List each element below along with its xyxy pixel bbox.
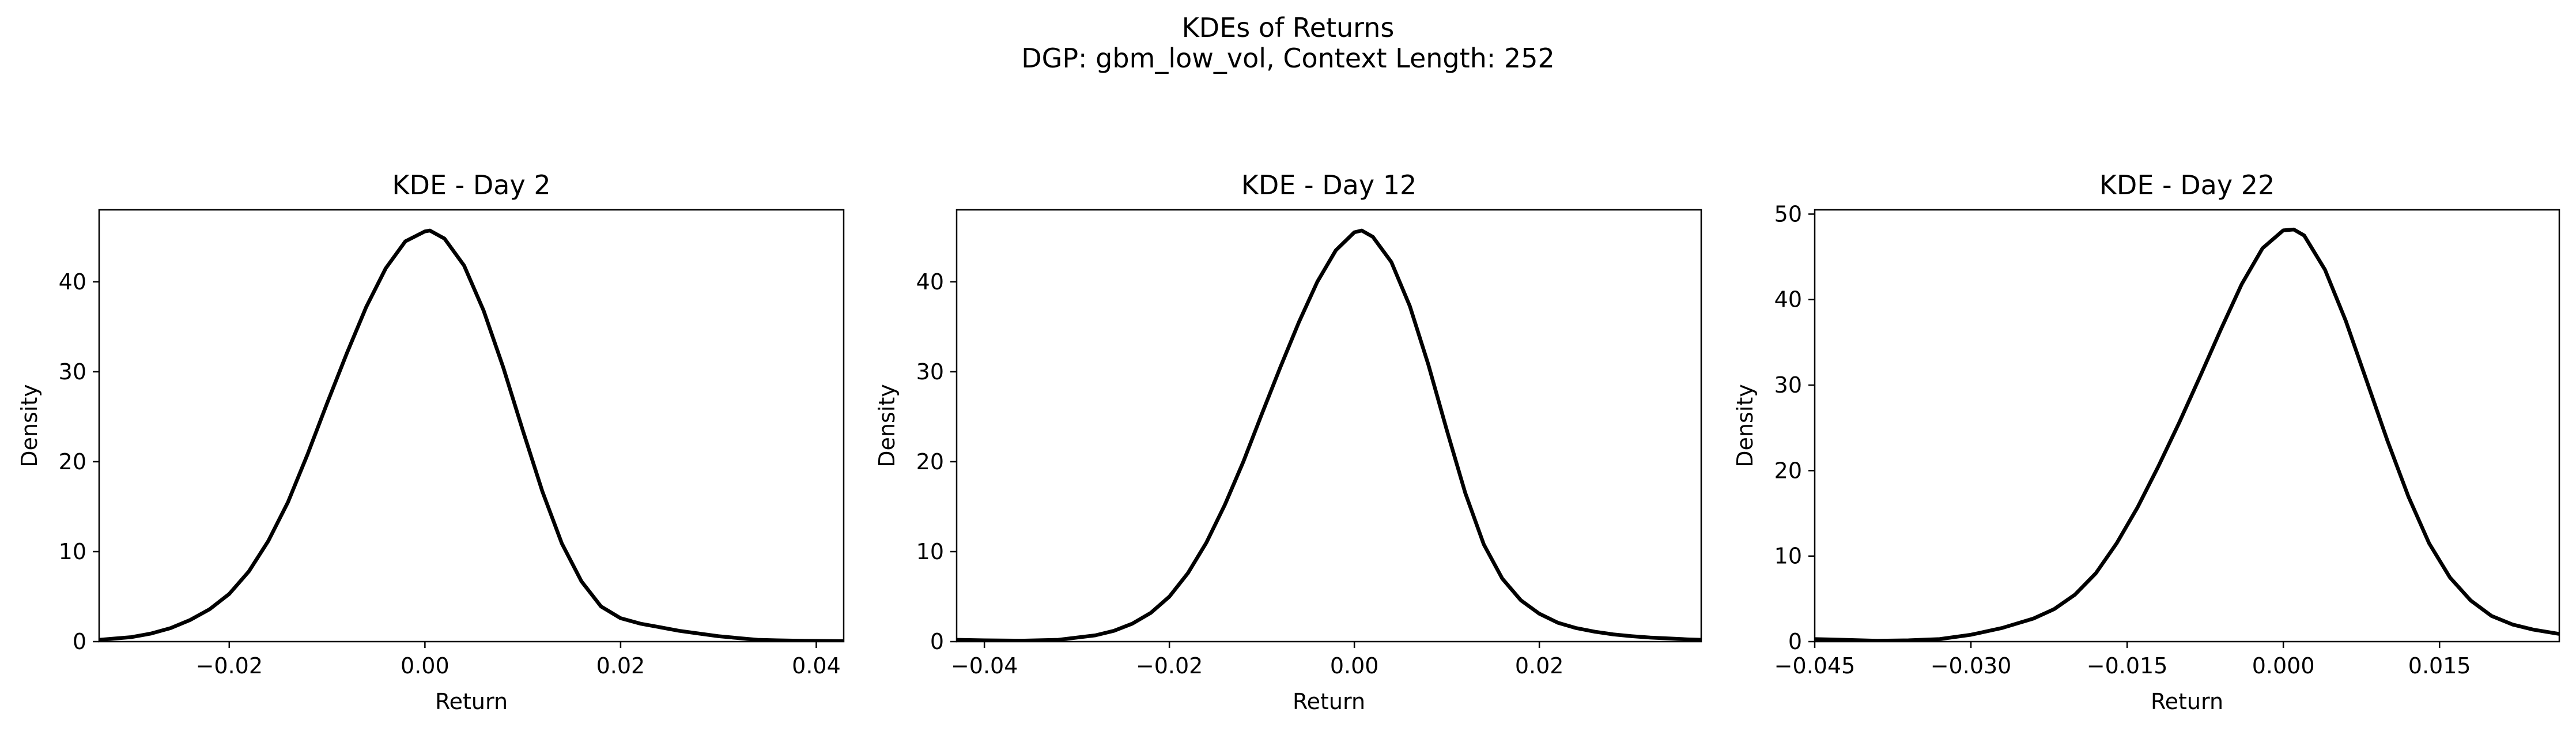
subplot-title: KDE - Day 2 — [392, 169, 550, 201]
x-tick-label: −0.02 — [196, 653, 263, 679]
subplot-title: KDE - Day 22 — [2099, 169, 2275, 201]
y-tick-label: 0 — [1788, 629, 1802, 654]
kde-curve-2 — [957, 228, 1701, 642]
axes-frame — [955, 209, 1702, 643]
y-tick-label: 30 — [59, 359, 86, 385]
y-tick-label: 0 — [73, 629, 86, 654]
x-tick-label: 0.015 — [2408, 653, 2471, 679]
y-tick-label: 40 — [59, 269, 86, 295]
kde-curve-1 — [99, 228, 844, 642]
y-tick-label: 10 — [59, 539, 86, 564]
y-axis-label: Density — [1732, 384, 1758, 467]
subplot-3: −0.045 −0.030 −0.015 0.000 0.015 0 10 20 30 40 50 K… — [1732, 169, 2560, 714]
x-tick-label: 0.00 — [401, 653, 450, 679]
y-tick-label: 30 — [916, 359, 944, 385]
subplot-1: −0.02 0.00 0.02 0.04 0 10 20 30 40 KDE - Day 2 Ret… — [17, 169, 845, 714]
x-axis-label: Return — [1293, 689, 1365, 714]
axes-frame — [1814, 209, 2560, 643]
y-tick-label: 20 — [1774, 458, 1802, 483]
figure-subtitle: DGP: gbm_low_vol, Context Length: 252 — [1021, 43, 1555, 74]
y-tick-label: 40 — [916, 269, 944, 295]
subplot-2: −0.04 −0.02 0.00 0.02 0 10 20 30 40 KDE - Day 12 R… — [874, 169, 1702, 714]
x-tick-label: 0.00 — [1330, 653, 1379, 679]
y-tick-label: 50 — [1774, 201, 1802, 227]
x-tick-label: 0.02 — [1515, 653, 1564, 679]
x-tick-label: −0.030 — [1931, 653, 2012, 679]
y-tick-label: 40 — [1774, 287, 1802, 312]
x-axis-label: Return — [2151, 689, 2223, 714]
figure-title: KDEs of Returns — [1181, 12, 1395, 43]
y-axis-label: Density — [17, 384, 42, 467]
y-tick-label: 10 — [916, 539, 944, 564]
x-tick-label: −0.045 — [1774, 653, 1856, 679]
kde-curve-3 — [1815, 227, 2559, 642]
axes-frame — [98, 209, 845, 643]
x-tick-label: −0.015 — [2087, 653, 2168, 679]
y-tick-label: 0 — [930, 629, 944, 654]
y-tick-label: 30 — [1774, 372, 1802, 398]
y-tick-label: 10 — [1774, 544, 1802, 569]
x-tick-label: −0.04 — [951, 653, 1018, 679]
y-tick-label: 20 — [59, 449, 86, 474]
x-tick-label: −0.02 — [1136, 653, 1203, 679]
x-tick-label: 0.04 — [792, 653, 841, 679]
x-tick-label: 0.000 — [2252, 653, 2315, 679]
y-tick-label: 20 — [916, 449, 944, 474]
x-axis-label: Return — [435, 689, 508, 714]
x-tick-label: 0.02 — [596, 653, 645, 679]
y-axis-label: Density — [874, 384, 900, 467]
subplot-title: KDE - Day 12 — [1241, 169, 1417, 201]
